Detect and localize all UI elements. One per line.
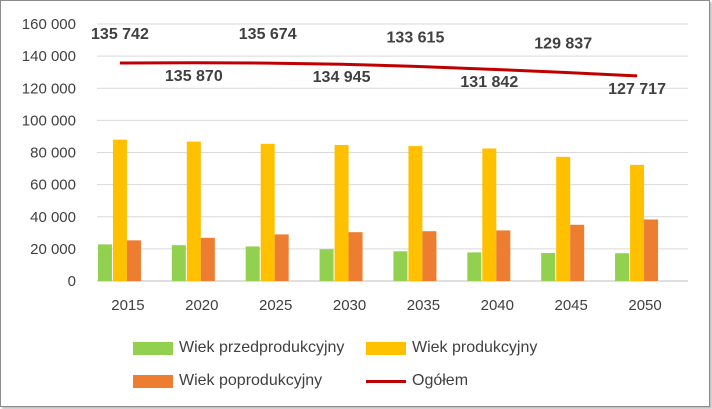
data-label: 135 870: [165, 68, 223, 85]
y-tick-label: 40 000: [30, 209, 76, 226]
bar-przedprodukcyjny: [245, 246, 260, 281]
x-tick-label: 2040: [481, 297, 514, 314]
bar-poprodukcyjny: [496, 230, 511, 281]
y-tick-label: 160 000: [22, 16, 76, 33]
legend-item-ogolem: Ogółem: [366, 372, 468, 390]
data-label: 134 945: [313, 69, 371, 86]
y-tick-label: 80 000: [30, 145, 76, 162]
bar-produkcyjny: [334, 144, 349, 281]
data-label: 135 674: [239, 26, 297, 43]
bar-przedprodukcyjny: [467, 252, 482, 281]
x-tick-label: 2045: [555, 297, 588, 314]
bar-produkcyjny: [112, 139, 127, 281]
y-tick-label: 0: [68, 273, 76, 290]
legend-label-przedprodukcyjny: Wiek przedprodukcyjny: [179, 339, 345, 356]
line-ogolem: [119, 61, 638, 78]
bar-produkcyjny: [260, 143, 275, 281]
legend-item-przedprodukcyjny: Wiek przedprodukcyjny: [133, 339, 344, 357]
y-tick-label: 120 000: [22, 80, 76, 97]
bar-poprodukcyjny: [200, 237, 215, 281]
bar-przedprodukcyjny: [615, 253, 630, 281]
bar-poprodukcyjny: [348, 232, 363, 281]
bar-produkcyjny: [630, 164, 645, 281]
bar-produkcyjny: [408, 146, 423, 281]
legend-swatch-ogolem: [366, 379, 406, 383]
data-label: 135 742: [91, 26, 149, 43]
bar-przedprodukcyjny: [541, 253, 556, 281]
bar-produkcyjny: [186, 141, 201, 281]
x-tick-label: 2015: [111, 297, 144, 314]
legend-swatch-produkcyjny: [366, 341, 406, 355]
bar-poprodukcyjny: [570, 224, 585, 281]
y-tick-label: 20 000: [30, 241, 76, 258]
legend-swatch-poprodukcyjny: [133, 374, 173, 388]
data-label: 133 615: [387, 29, 445, 46]
bar-przedprodukcyjny: [97, 244, 112, 281]
legend-item-poprodukcyjny: Wiek poprodukcyjny: [133, 372, 322, 390]
bar-przedprodukcyjny: [171, 245, 186, 281]
bar-poprodukcyjny: [274, 234, 289, 281]
bar-produkcyjny: [482, 148, 497, 281]
bar-przedprodukcyjny: [319, 249, 334, 281]
bar-poprodukcyjny: [644, 219, 659, 281]
bar-przedprodukcyjny: [393, 251, 408, 281]
y-tick-label: 140 000: [22, 48, 76, 65]
x-tick-label: 2025: [259, 297, 292, 314]
legend-label-produkcyjny: Wiek produkcyjny: [412, 339, 538, 356]
legend-item-produkcyjny: Wiek produkcyjny: [366, 339, 537, 357]
y-tick-label: 60 000: [30, 177, 76, 194]
data-label: 129 837: [534, 35, 592, 52]
x-tick-label: 2035: [407, 297, 440, 314]
legend-label-poprodukcyjny: Wiek poprodukcyjny: [179, 372, 323, 389]
legend-swatch-przedprodukcyjny: [133, 341, 173, 355]
bar-produkcyjny: [556, 156, 571, 281]
x-tick-label: 2050: [628, 297, 661, 314]
y-tick-label: 100 000: [22, 112, 76, 129]
bar-poprodukcyjny: [422, 231, 437, 281]
x-tick-label: 2020: [185, 297, 218, 314]
bar-poprodukcyjny: [126, 240, 141, 281]
data-label: 127 717: [608, 81, 666, 98]
legend-label-ogolem: Ogółem: [412, 372, 469, 389]
data-label: 131 842: [460, 74, 518, 91]
x-tick-label: 2030: [333, 297, 366, 314]
